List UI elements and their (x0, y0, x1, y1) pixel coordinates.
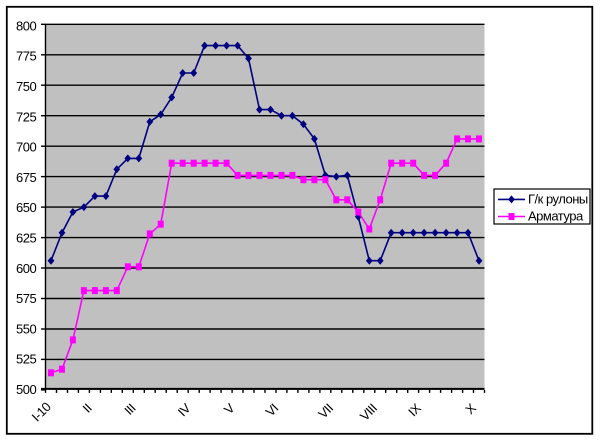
svg-text:650: 650 (16, 200, 36, 215)
svg-text:725: 725 (16, 109, 36, 124)
svg-text:575: 575 (16, 291, 36, 306)
svg-text:675: 675 (16, 170, 36, 185)
svg-text:750: 750 (16, 79, 36, 94)
svg-text:525: 525 (16, 352, 36, 367)
svg-text:Г/к рулоны: Г/к рулоны (528, 191, 588, 206)
svg-text:500: 500 (16, 382, 36, 397)
svg-text:625: 625 (16, 231, 36, 246)
svg-text:Арматура: Арматура (528, 209, 584, 224)
svg-text:700: 700 (16, 140, 36, 155)
svg-text:600: 600 (16, 261, 36, 276)
svg-text:550: 550 (16, 321, 36, 336)
svg-text:775: 775 (16, 49, 36, 64)
svg-text:800: 800 (16, 18, 36, 33)
